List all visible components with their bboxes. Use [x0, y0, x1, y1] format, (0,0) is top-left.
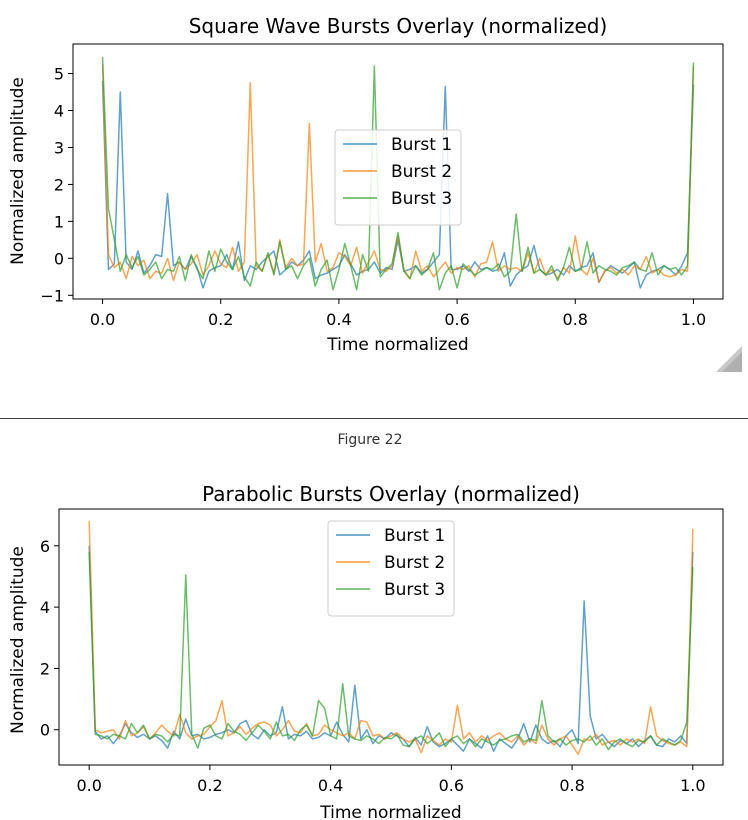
plot-area: 0.0 0.2 0.4 0.6 0.8 1.0 0 2 4 6 — [40, 508, 724, 795]
legend-box — [334, 129, 462, 226]
figure-divider — [0, 418, 748, 419]
legend-label-burst-2: Burst 2 — [384, 553, 445, 573]
x-tick-label: 0.6 — [439, 776, 464, 795]
legend-box — [327, 520, 455, 617]
legend-label-burst-1: Burst 1 — [391, 135, 452, 155]
x-tick-label: 0.6 — [444, 310, 469, 329]
axes-frame — [58, 508, 724, 766]
series-line-burst-3 — [101, 56, 695, 291]
resize-handle-icon[interactable] — [716, 346, 742, 372]
x-tick-label: 0.0 — [76, 776, 101, 795]
y-tick-label: 0 — [40, 721, 50, 740]
chart-title: Square Wave Bursts Overlay (normalized) — [189, 14, 608, 38]
y-tick-label: 3 — [54, 138, 64, 157]
y-tick-label: 2 — [54, 175, 64, 194]
x-tick-label: 1.0 — [681, 310, 706, 329]
y-tick-label: 6 — [40, 537, 50, 556]
y-axis-label: Normalized amplitude — [8, 546, 28, 734]
legend-label-burst-2: Burst 2 — [391, 162, 452, 182]
x-tick-label: 0.0 — [90, 310, 115, 329]
y-tick-label: 4 — [54, 102, 64, 121]
legend-label-burst-1: Burst 1 — [384, 526, 445, 546]
legend: Burst 1 Burst 2 Burst 3 — [334, 129, 462, 226]
legend-label-burst-3: Burst 3 — [384, 580, 445, 600]
plot-area: 0.0 0.2 0.4 0.6 0.8 1.0 −1 0 1 2 3 4 5 — [40, 43, 724, 329]
x-tick-label: 0.4 — [326, 310, 351, 329]
axes-frame — [72, 43, 724, 300]
x-axis-label: Time normalized — [319, 803, 461, 820]
chart-title: Parabolic Bursts Overlay (normalized) — [202, 482, 580, 506]
x-axis-label: Time normalized — [326, 335, 468, 355]
y-tick-label: 2 — [40, 659, 50, 678]
x-tick-label: 0.2 — [197, 776, 222, 795]
y-tick-label: −1 — [40, 286, 64, 305]
y-tick-label: 5 — [54, 65, 64, 84]
series-line-burst-3 — [88, 551, 694, 751]
x-tick-label: 0.8 — [559, 776, 584, 795]
y-axis-label: Normalized amplitude — [8, 77, 28, 265]
x-tick-label: 0.8 — [563, 310, 588, 329]
y-tick-label: 1 — [54, 212, 64, 231]
y-tick-label: 4 — [40, 598, 50, 617]
figure-caption: Figure 22 — [337, 432, 403, 448]
legend-label-burst-3: Burst 3 — [391, 189, 452, 209]
x-tick-label: 0.2 — [208, 310, 233, 329]
series-line-burst-1 — [88, 545, 694, 752]
x-tick-label: 0.4 — [318, 776, 343, 795]
square-wave-chart: Square Wave Bursts Overlay (normalized) … — [8, 14, 724, 355]
parabolic-chart: Parabolic Bursts Overlay (normalized) 0.… — [8, 482, 724, 820]
y-tick-label: 0 — [54, 249, 64, 268]
legend: Burst 1 Burst 2 Burst 3 — [327, 520, 455, 617]
x-tick-label: 1.0 — [680, 776, 705, 795]
